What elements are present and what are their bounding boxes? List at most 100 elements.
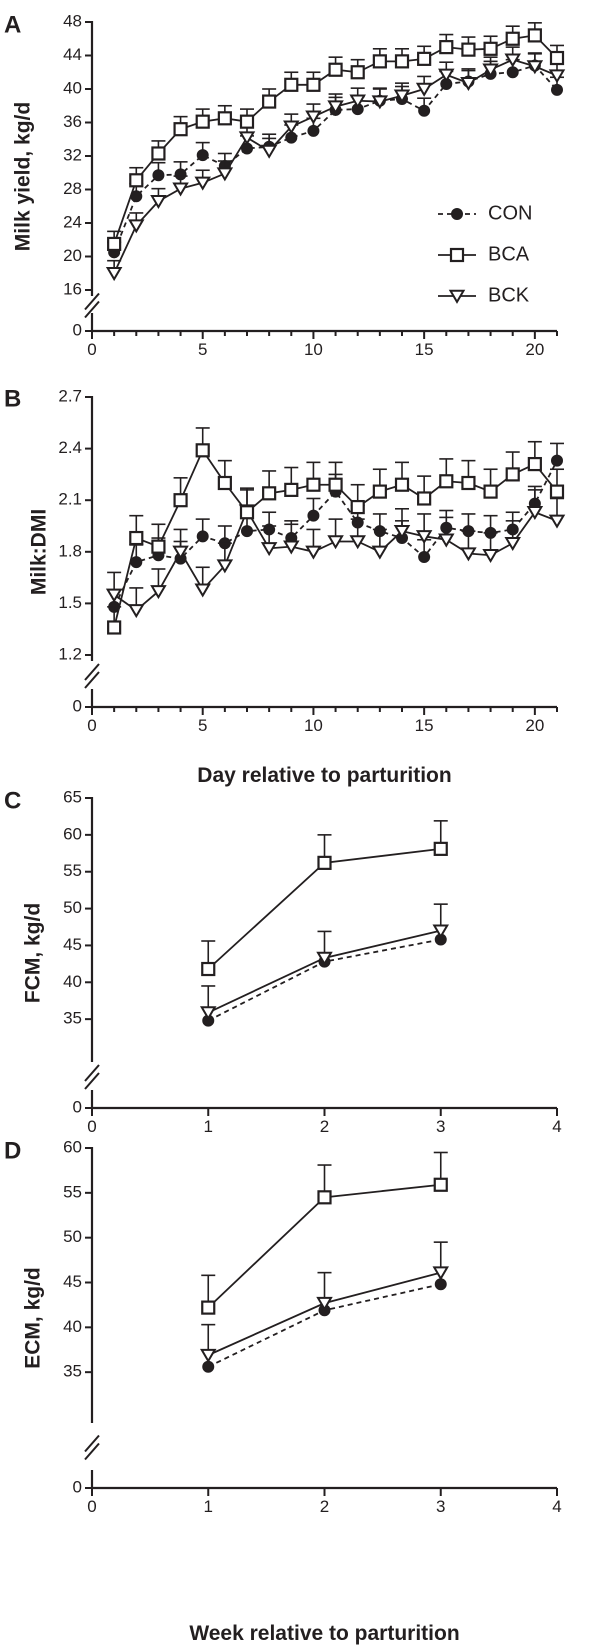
series-bck-point xyxy=(194,176,211,191)
series-bck-point xyxy=(305,110,322,125)
series-bca-point xyxy=(417,51,432,66)
series-bck-point xyxy=(349,535,366,550)
x-tick-label: 0 xyxy=(87,1117,96,1136)
x-axis-title: Week relative to parturition xyxy=(189,1622,459,1645)
series-bck-point xyxy=(393,89,411,104)
x-tick-label: 20 xyxy=(525,340,544,359)
y-tick-label: 45 xyxy=(63,1272,82,1291)
series-bca xyxy=(201,820,448,977)
series-bck-point xyxy=(238,131,256,146)
y-tick-label: 44 xyxy=(63,45,82,64)
series-bca-point xyxy=(151,539,166,554)
series-con-point xyxy=(130,556,143,569)
legend-con-point xyxy=(451,208,463,220)
series-bck-point xyxy=(548,514,566,529)
axis-break-mark xyxy=(84,671,100,689)
series-con-point xyxy=(418,104,431,117)
series-con-point xyxy=(241,525,253,538)
series-bck-point xyxy=(283,120,300,135)
legend-item-con: CON xyxy=(438,202,532,224)
y-tick-label: 0 xyxy=(73,696,82,715)
series-con-point xyxy=(418,550,431,563)
series-bck-point xyxy=(128,219,145,234)
legend-label: BCA xyxy=(488,243,530,265)
series-bck-point xyxy=(150,195,167,210)
series-bca-point xyxy=(527,28,542,43)
legend-item-bca: BCA xyxy=(438,243,530,265)
legend-label: BCK xyxy=(488,284,530,306)
axis-break-mark xyxy=(84,300,100,319)
y-tick-label: 65 xyxy=(63,787,82,806)
series-bck-point xyxy=(432,1266,449,1281)
y-tick-label: 24 xyxy=(63,212,82,231)
series-bca-point xyxy=(201,961,216,977)
series-bca-point xyxy=(217,475,232,491)
series-bca-point xyxy=(439,474,454,489)
x-tick-label: 15 xyxy=(415,716,434,735)
series-bca-point xyxy=(151,146,166,161)
series-bca xyxy=(107,22,565,252)
y-tick-label: 60 xyxy=(63,1137,82,1156)
x-tick-label: 2 xyxy=(320,1497,329,1516)
series-con-point xyxy=(551,454,563,467)
series-bca-point xyxy=(306,77,321,92)
y-tick-label: 32 xyxy=(63,145,82,164)
series-bck-point xyxy=(194,583,211,598)
y-axis-title: FCM, kg/d xyxy=(22,903,45,1003)
series-bca-point xyxy=(262,94,277,109)
series-bck-point xyxy=(371,95,389,110)
series-bck-point xyxy=(438,68,455,83)
legend-label: CON xyxy=(488,202,532,224)
y-tick-label: 40 xyxy=(63,972,82,991)
series-bca xyxy=(107,427,565,635)
series-bck-point xyxy=(504,53,521,68)
series-con-point xyxy=(551,83,563,96)
series-bca-point xyxy=(461,42,476,57)
series-bca-point xyxy=(239,114,255,129)
series-bck xyxy=(105,487,566,619)
legend-item-bck: BCK xyxy=(438,284,530,306)
y-tick-label: 1.2 xyxy=(58,644,82,663)
panel-d: D 35 40 45 50 55 60 00 1 2 3 4 ECM, kg/d Week relativ… xyxy=(4,1137,562,1645)
series-bca-point xyxy=(317,1190,332,1205)
x-tick-label: 0 xyxy=(87,340,96,359)
series-bca-point xyxy=(173,122,188,137)
panel-letter: A xyxy=(4,11,21,38)
x-tick-label: 4 xyxy=(552,1497,561,1516)
series-bck-point xyxy=(415,530,433,545)
x-tick-label: 15 xyxy=(415,340,434,359)
series-bca-point xyxy=(173,493,188,508)
series-bck-point xyxy=(105,588,123,603)
series-bck-point xyxy=(438,533,455,548)
series-bca-point xyxy=(505,467,520,482)
series-con-point xyxy=(152,169,165,182)
series-bca-point xyxy=(549,50,565,66)
series-bck-point xyxy=(415,82,433,97)
series-bca-point xyxy=(461,475,476,491)
series-bca-point xyxy=(129,173,144,188)
series-bck-point xyxy=(327,535,344,550)
y-tick-label: 1.8 xyxy=(58,541,82,560)
series-bca-point xyxy=(195,114,210,129)
series-bck-point xyxy=(216,559,234,574)
series-con-point xyxy=(506,66,519,79)
x-tick-label: 5 xyxy=(198,716,207,735)
panel-b: B 1.2 1.5 1.8 2.1 2.4 2.7 00 5 10 15 20 Milk:DMI Day … xyxy=(4,385,566,787)
y-tick-label: 0 xyxy=(73,1097,82,1116)
series-bck-point xyxy=(327,100,344,115)
legend: CON BCA BCK xyxy=(438,202,532,306)
series-bck-point xyxy=(200,1006,217,1021)
x-tick-label: 2 xyxy=(320,1117,329,1136)
x-tick-label: 10 xyxy=(304,716,323,735)
x-tick-label: 3 xyxy=(436,1117,445,1136)
series-bck-point xyxy=(305,545,322,560)
y-tick-label: 28 xyxy=(63,179,82,198)
series-con-point xyxy=(196,149,209,162)
panel-letter: B xyxy=(4,385,21,412)
series-bca-point xyxy=(328,477,343,492)
y-tick-label: 0 xyxy=(73,1477,82,1496)
series-bca-point xyxy=(195,443,210,458)
series-bck-point xyxy=(260,542,278,557)
panel-a: A 16 20 24 28 32 36 40 44 48 00 5 10 15 20 Milk yield, … xyxy=(4,11,566,359)
